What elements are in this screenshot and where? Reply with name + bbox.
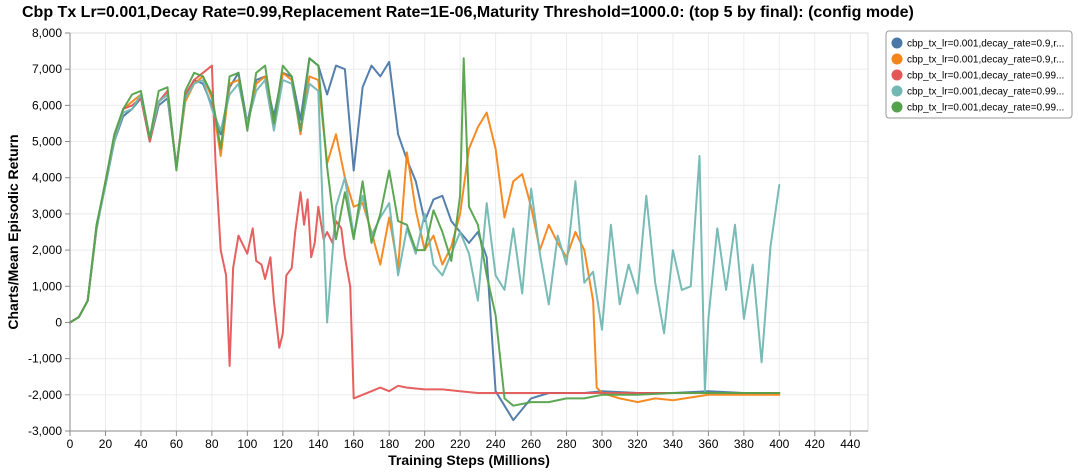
y-tick-label: 6,000 (32, 98, 62, 112)
x-tick-label: 80 (205, 437, 219, 451)
y-tick-label: -2,000 (28, 388, 62, 402)
x-tick-label: 20 (99, 437, 113, 451)
x-tick-label: 200 (415, 437, 435, 451)
x-tick-label: 120 (273, 437, 293, 451)
legend-label-2: cbp_tx_lr=0.001,decay_rate=0.9,r... (907, 55, 1064, 66)
series-line-5 (69, 57, 781, 407)
x-tick-label: 220 (450, 437, 470, 451)
x-tick-label: 380 (734, 437, 754, 451)
x-tick-label: 0 (67, 437, 74, 451)
x-tick-label: 180 (379, 437, 399, 451)
x-tick-label: 420 (805, 437, 825, 451)
x-tick-label: 60 (170, 437, 184, 451)
x-axis-ticks: 0 20 40 60 80 100 120 140 160 180 200 220 240 260 280 3… (67, 431, 861, 451)
chart-title: Cbp Tx Lr=0.001,Decay Rate=0.99,Replacem… (22, 4, 914, 21)
x-tick-label: 400 (769, 437, 789, 451)
legend-swatch-1 (891, 37, 903, 49)
x-tick-label: 320 (627, 437, 647, 451)
y-tick-label: 1,000 (32, 279, 62, 293)
y-tick-label: 2,000 (32, 243, 62, 257)
legend-swatch-3 (891, 69, 903, 81)
x-axis-title: Training Steps (Millions) (388, 452, 550, 468)
y-axis-ticks: -3,000 -2,000 -1,000 0 1,000 2,000 3,000 4,000 5… (28, 26, 70, 438)
series-line-4 (69, 79, 781, 393)
legend-swatch-4 (891, 85, 903, 97)
x-tick-label: 40 (134, 437, 148, 451)
y-tick-label: 7,000 (32, 62, 62, 76)
y-axis-title: Charts/Mean Episodic Return (5, 134, 21, 329)
x-tick-label: 300 (592, 437, 612, 451)
y-tick-label: 0 (55, 315, 62, 329)
x-tick-label: 160 (344, 437, 364, 451)
legend-swatch-2 (891, 53, 903, 65)
legend-label-4: cbp_tx_lr=0.001,decay_rate=0.99... (907, 87, 1064, 98)
x-gridlines (69, 33, 851, 431)
legend-swatch-5 (891, 101, 903, 113)
y-tick-label: 3,000 (32, 207, 62, 221)
x-tick-label: 280 (557, 437, 577, 451)
y-tick-label: -1,000 (28, 352, 62, 366)
legend-label-5: cbp_tx_lr=0.001,decay_rate=0.99... (907, 103, 1064, 114)
x-tick-label: 100 (237, 437, 257, 451)
y-tick-label: -3,000 (28, 424, 62, 438)
y-tick-label: 4,000 (32, 171, 62, 185)
legend-label-1: cbp_tx_lr=0.001,decay_rate=0.9,r... (907, 39, 1064, 50)
x-tick-label: 360 (698, 437, 718, 451)
x-tick-label: 440 (840, 437, 860, 451)
x-tick-label: 240 (486, 437, 506, 451)
y-tick-label: 5,000 (32, 135, 62, 149)
x-tick-label: 340 (663, 437, 683, 451)
series-layer (69, 57, 781, 422)
x-tick-label: 260 (521, 437, 541, 451)
legend: cbp_tx_lr=0.001,decay_rate=0.9,r... cbp_t… (885, 30, 1073, 119)
x-tick-label: 140 (308, 437, 328, 451)
legend-label-3: cbp_tx_lr=0.001,decay_rate=0.99... (907, 71, 1064, 82)
y-tick-label: 8,000 (32, 26, 62, 40)
legend-box (885, 30, 1073, 119)
